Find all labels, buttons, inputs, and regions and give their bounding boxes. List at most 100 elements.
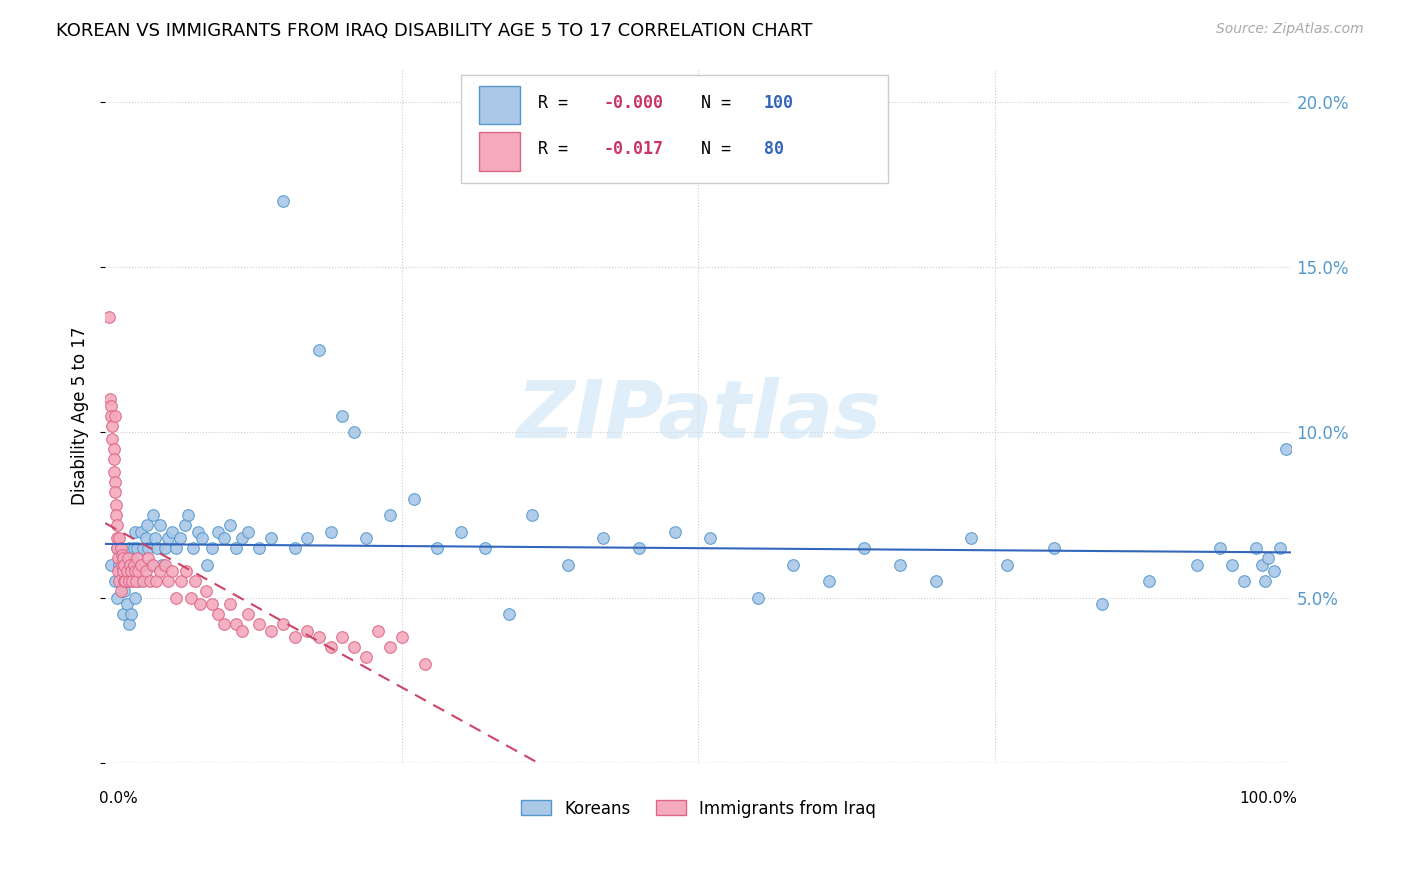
Point (174, 564, 197, 578)
Point (195, 584, 218, 599)
Point (103, 451, 125, 466)
Point (127, 541, 149, 555)
Point (118, 574, 141, 589)
Point (105, 531, 128, 545)
Point (145, 574, 167, 589)
Point (117, 551, 139, 566)
Point (1274, 442, 1296, 456)
Point (332, 409, 354, 423)
Point (129, 558, 152, 572)
Point (184, 574, 207, 589)
Point (117, 574, 139, 589)
Point (107, 564, 129, 578)
Point (295, 531, 318, 545)
Point (135, 564, 157, 578)
Point (225, 617, 247, 632)
Text: N =: N = (681, 140, 741, 158)
Point (853, 541, 876, 555)
Text: R =: R = (538, 95, 578, 112)
Point (160, 524, 183, 539)
Y-axis label: Disability Age 5 to 17: Disability Age 5 to 17 (72, 326, 89, 505)
Point (522, 508, 544, 522)
Point (107, 551, 129, 566)
Point (165, 591, 187, 605)
Point (170, 574, 193, 589)
Point (100, 409, 122, 423)
Point (153, 541, 176, 555)
Point (120, 564, 142, 578)
Point (187, 524, 209, 539)
Point (165, 541, 187, 555)
Point (212, 531, 235, 545)
Point (105, 541, 128, 555)
Point (125, 558, 148, 572)
Point (231, 624, 253, 638)
Point (142, 558, 165, 572)
Point (98, 392, 121, 407)
Point (118, 617, 141, 632)
Point (104, 475, 127, 489)
Point (104, 409, 127, 423)
Text: R =: R = (538, 140, 578, 158)
Point (100, 558, 122, 572)
Point (129, 524, 152, 539)
FancyBboxPatch shape (479, 132, 520, 170)
Point (121, 551, 143, 566)
Point (111, 548, 134, 562)
Point (149, 564, 172, 578)
Point (699, 531, 721, 545)
Point (139, 574, 162, 589)
Point (173, 518, 195, 533)
Point (402, 491, 425, 506)
Point (450, 524, 472, 539)
Point (378, 508, 401, 522)
Point (995, 558, 1018, 572)
Point (260, 531, 283, 545)
Point (212, 617, 235, 632)
Point (105, 541, 128, 555)
Point (391, 631, 413, 645)
Point (1254, 574, 1277, 589)
Text: Source: ZipAtlas.com: Source: ZipAtlas.com (1216, 22, 1364, 37)
Point (295, 624, 318, 638)
Point (236, 607, 259, 622)
Point (115, 564, 138, 578)
Point (101, 432, 124, 446)
Point (378, 640, 401, 655)
Point (153, 558, 176, 572)
Point (157, 574, 180, 589)
Point (474, 541, 496, 555)
Point (136, 551, 159, 566)
Point (231, 531, 253, 545)
Point (1220, 558, 1243, 572)
Text: 0.0%: 0.0% (100, 791, 138, 805)
Point (108, 531, 131, 545)
Point (112, 574, 135, 589)
Point (111, 574, 134, 589)
Point (124, 524, 146, 539)
Point (104, 498, 127, 512)
Point (627, 541, 650, 555)
Point (112, 558, 135, 572)
Point (201, 598, 224, 612)
Point (1244, 541, 1267, 555)
Point (1263, 564, 1285, 578)
Point (218, 518, 240, 533)
Point (1091, 598, 1114, 612)
Point (332, 631, 354, 645)
Point (142, 508, 165, 522)
Point (150, 558, 173, 572)
Point (426, 541, 449, 555)
Point (122, 558, 145, 572)
Point (236, 524, 259, 539)
Point (1250, 558, 1272, 572)
Point (110, 584, 132, 599)
Point (1043, 541, 1066, 555)
Point (260, 624, 283, 638)
Point (143, 531, 166, 545)
Text: 100.0%: 100.0% (1240, 791, 1298, 805)
Point (225, 541, 247, 555)
Point (127, 551, 149, 566)
Point (354, 531, 377, 545)
Point (160, 564, 183, 578)
